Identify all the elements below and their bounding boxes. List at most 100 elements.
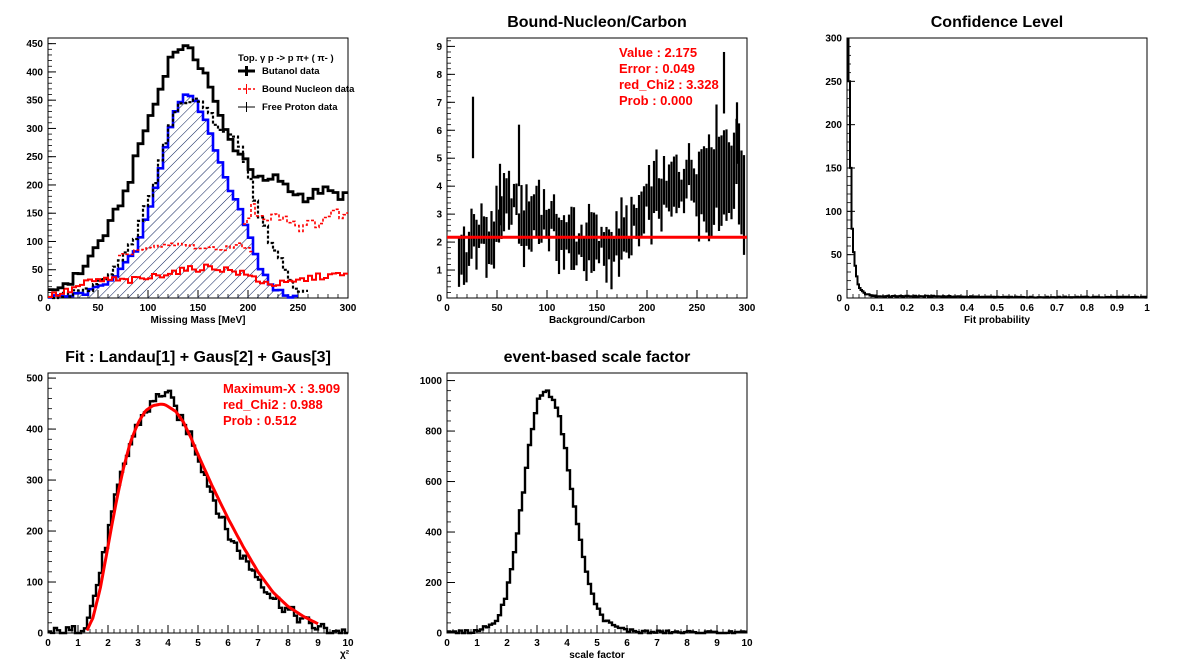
y-tick-label: 200 [26, 180, 43, 191]
x-tick-label: 4 [564, 638, 570, 649]
chart-1: 0 50 100 150 200 250 300 0 50 100 150 200 250 300 350 4… [26, 37, 357, 326]
gaussian-fill [48, 94, 298, 298]
x-tick-label: 0 [45, 303, 51, 314]
x-tick-label: 150 [589, 303, 606, 314]
x-tick-label: 0.7 [1050, 303, 1064, 314]
y-tick-label: 300 [26, 476, 43, 487]
y-tick-label: 0 [37, 629, 43, 640]
x-tick-label: 50 [491, 303, 503, 314]
x-tick-label: 2 [504, 638, 510, 649]
y-tick-label: 600 [425, 477, 442, 488]
free-proton-series-line [48, 97, 308, 300]
x-tick-label: 300 [340, 303, 357, 314]
bound-nucleon-upper-series-line [243, 203, 348, 233]
x-tick-label: 1 [75, 638, 81, 649]
x-axis-label: Background/Carbon [549, 315, 645, 326]
x-tick-label: 5 [594, 638, 600, 649]
y-tick-label: 200 [26, 527, 43, 538]
y-tick-label: 400 [26, 425, 43, 436]
x-tick-label: 250 [689, 303, 706, 314]
y-tick-label: 0 [836, 294, 842, 305]
x-tick-label: 200 [639, 303, 656, 314]
x-tick-label: 6 [225, 638, 231, 649]
x-tick-label: 0.3 [930, 303, 944, 314]
x-tick-label: 0 [45, 638, 51, 649]
x-tick-label: 0.5 [990, 303, 1004, 314]
legend-entry: Butanol data [262, 66, 320, 77]
chart-title: event-based scale factor [504, 349, 691, 366]
x-tick-label: 2 [105, 638, 111, 649]
confidence-series-line [847, 37, 1147, 299]
y-tick-label: 100 [26, 237, 43, 248]
y-tick-label: 200 [825, 120, 842, 131]
chart-2: 0 50 100 150 200 250 300 0 1 2 3 4 5 6 7 8 9 Background/C… [436, 14, 755, 326]
x-axis-label: Missing Mass [MeV] [150, 315, 245, 326]
y-tick-label: 150 [26, 209, 43, 220]
x-tick-label: 300 [739, 303, 756, 314]
y-tick-label: 6 [436, 126, 442, 137]
y-tick-label: 1 [436, 266, 442, 277]
y-tick-label: 300 [26, 124, 43, 135]
x-tick-label: 0 [444, 638, 450, 649]
chart-title: Fit : Landau[1] + Gaus[2] + Gaus[3] [65, 349, 331, 366]
x-tick-label: 7 [255, 638, 261, 649]
x-tick-label: 4 [165, 638, 171, 649]
chi2-histogram [48, 389, 348, 635]
y-tick-label: 3 [436, 210, 442, 221]
chart-title: Confidence Level [931, 14, 1063, 31]
x-axis-label: scale factor [569, 650, 625, 661]
fit-stat: red_Chi2 : 3.328 [619, 77, 719, 92]
x-tick-label: 0 [444, 303, 450, 314]
y-tick-label: 100 [825, 207, 842, 218]
bound-nucleon-mid-series-line [118, 242, 253, 257]
chart-3: 0 0.1 0.2 0.3 0.4 0.5 0.6 0.7 0.8 0.9 1 0 50 100 150 20… [825, 14, 1150, 326]
y-tick-label: 7 [436, 98, 442, 109]
plot-frame [846, 37, 1148, 299]
y-tick-label: 350 [26, 96, 43, 107]
y-tick-label: 2 [436, 238, 442, 249]
x-tick-label: 0 [844, 303, 850, 314]
x-tick-label: 100 [140, 303, 157, 314]
x-tick-label: 10 [342, 638, 354, 649]
scale-factor-histogram [447, 389, 747, 635]
x-tick-label: 8 [684, 638, 690, 649]
x-tick-label: 9 [315, 638, 321, 649]
x-tick-label: 100 [539, 303, 556, 314]
y-tick-label: 200 [425, 578, 442, 589]
x-tick-label: 6 [624, 638, 630, 649]
x-axis-label: χ² [340, 649, 350, 660]
fit-stat: red_Chi2 : 0.988 [223, 397, 323, 412]
butanol-series-line [48, 44, 348, 292]
plot-frame [47, 372, 349, 634]
y-tick-label: 100 [26, 578, 43, 589]
y-tick-label: 400 [425, 528, 442, 539]
x-tick-label: 8 [285, 638, 291, 649]
legend-entry: Free Proton data [262, 102, 338, 113]
x-tick-label: 0.8 [1080, 303, 1094, 314]
fit-stat: Maximum-X : 3.909 [223, 381, 340, 396]
x-tick-label: 1 [1144, 303, 1150, 314]
x-tick-label: 0.2 [900, 303, 914, 314]
x-tick-label: 0.1 [870, 303, 884, 314]
x-tick-label: 50 [92, 303, 104, 314]
y-tick-label: 0 [436, 629, 442, 640]
x-tick-label: 0.6 [1020, 303, 1034, 314]
chart-title: Bound-Nucleon/Carbon [507, 14, 687, 31]
y-tick-label: 0 [37, 294, 43, 305]
fit-stat: Prob : 0.000 [619, 93, 693, 108]
x-tick-label: 10 [741, 638, 753, 649]
x-tick-label: 250 [290, 303, 307, 314]
x-tick-label: 150 [190, 303, 207, 314]
x-tick-label: 9 [714, 638, 720, 649]
y-tick-label: 450 [26, 39, 43, 50]
y-tick-label: 500 [26, 374, 43, 385]
plot-frame [446, 372, 748, 634]
x-tick-label: 1 [474, 638, 480, 649]
y-tick-label: 400 [26, 67, 43, 78]
y-tick-label: 4 [436, 182, 442, 193]
x-tick-label: 0.9 [1110, 303, 1124, 314]
bound-nucleon-low-series-line [48, 263, 348, 298]
legend-entry: Bound Nucleon data [262, 84, 355, 95]
y-tick-label: 50 [831, 250, 843, 261]
